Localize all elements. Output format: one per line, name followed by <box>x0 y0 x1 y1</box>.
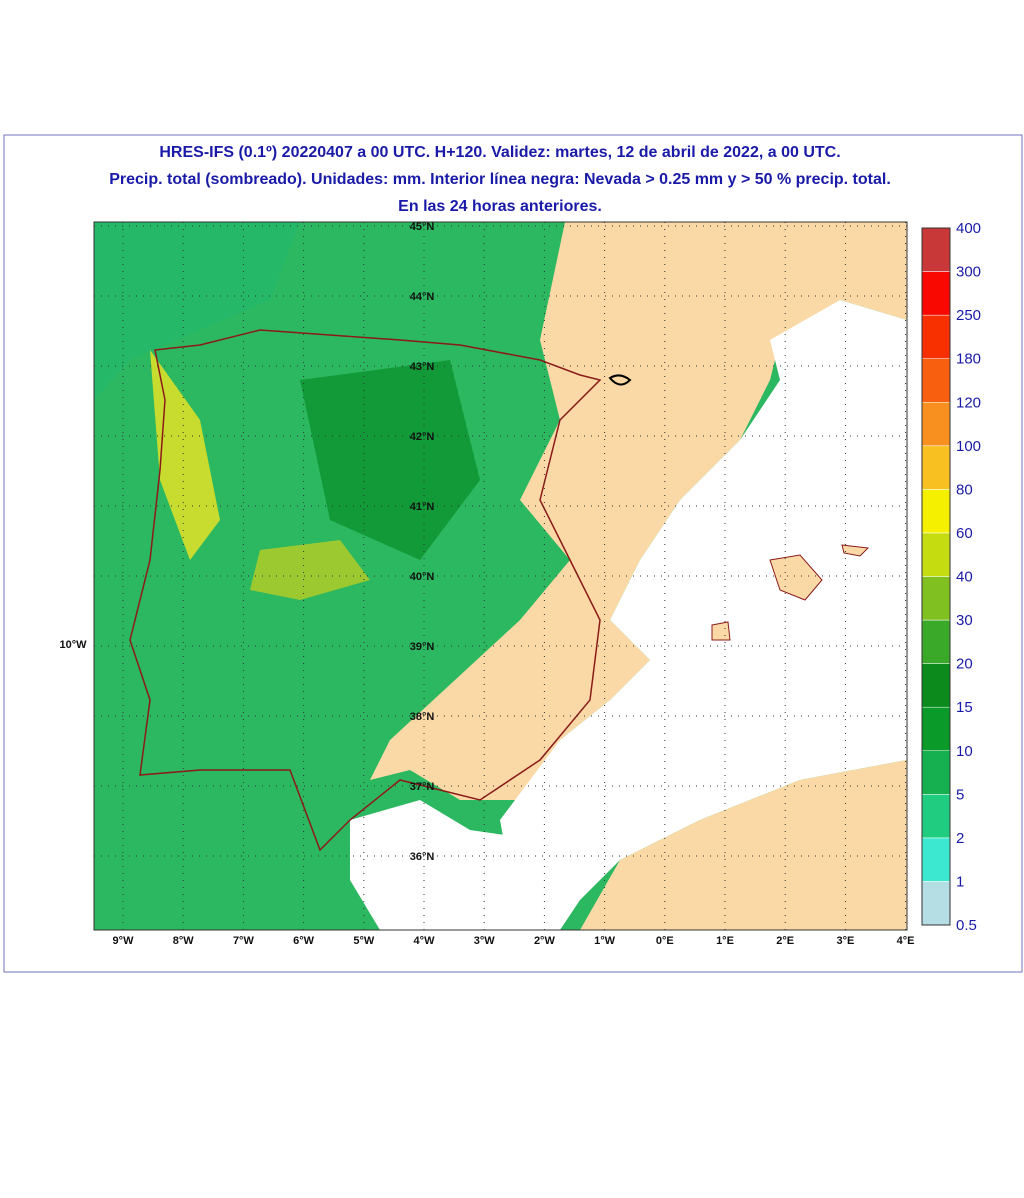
snow-contour <box>608 374 632 386</box>
lat-label: 38°N <box>410 711 435 723</box>
lon-label: 1°W <box>594 935 616 947</box>
lon-label: 3°E <box>836 935 854 947</box>
island <box>841 544 870 557</box>
side-label: 10°W <box>59 639 87 651</box>
colorbar-band <box>921 663 951 708</box>
island <box>769 554 823 601</box>
colorbar-band <box>921 576 951 621</box>
colorbar-label: 1 <box>956 873 964 890</box>
lon-label: 6°W <box>293 935 315 947</box>
colorbar-label: 5 <box>956 786 964 803</box>
colorbar-label: 120 <box>956 394 981 411</box>
colorbar: 0.5 1 2 5 10 15 20 30 40 60 80 100 120 180 250 300 400 <box>921 220 981 934</box>
lat-label: 43°N <box>410 361 435 373</box>
colorbar-band <box>921 402 951 447</box>
title-line: En las 24 horas anteriores. <box>398 198 602 215</box>
lon-label: 4°W <box>414 935 436 947</box>
island <box>711 621 731 641</box>
land-africa <box>580 760 907 930</box>
coastline <box>129 329 602 852</box>
colorbar-band <box>921 794 951 839</box>
lon-label: 8°W <box>173 935 195 947</box>
lat-label: 45°N <box>410 221 435 233</box>
colorbar-label: 10 <box>956 743 973 760</box>
colorbar-band <box>921 750 951 795</box>
lat-label: 36°N <box>410 851 435 863</box>
lat-label: 37°N <box>410 781 435 793</box>
sea <box>500 300 907 930</box>
lat-label: 39°N <box>410 641 435 653</box>
lon-label: 1°E <box>716 935 734 947</box>
precip-area <box>300 360 480 560</box>
colorbar-label: 100 <box>956 438 981 455</box>
colorbar-band <box>921 837 951 882</box>
colorbar-label: 80 <box>956 481 973 498</box>
precip-area <box>250 540 370 600</box>
colorbar-label: 15 <box>956 699 973 716</box>
colorbar-label: 250 <box>956 307 981 324</box>
colorbar-label: 30 <box>956 612 973 629</box>
colorbar-band <box>921 227 951 272</box>
map-border <box>93 221 908 931</box>
lon-label: 3°W <box>474 935 496 947</box>
precip-area <box>150 350 220 560</box>
map <box>94 222 907 930</box>
colorbar-label: 60 <box>956 525 973 542</box>
colorbar-band <box>921 619 951 664</box>
lon-label: 7°W <box>233 935 255 947</box>
colorbar-band <box>921 706 951 751</box>
title-line: Precip. total (sombreado). Unidades: mm.… <box>109 171 891 188</box>
colorbar-band <box>921 271 951 316</box>
colorbar-band <box>921 314 951 359</box>
colorbar-border <box>921 227 951 926</box>
lat-label: 40°N <box>410 571 435 583</box>
colorbar-band <box>921 445 951 490</box>
colorbar-label: 20 <box>956 656 973 673</box>
colorbar-label: 400 <box>956 220 981 237</box>
lon-label: 2°E <box>776 935 794 947</box>
lat-label: 42°N <box>410 431 435 443</box>
title-line: HRES-IFS (0.1º) 20220407 a 00 UTC. H+120… <box>159 144 840 161</box>
colorbar-label: 300 <box>956 264 981 281</box>
lat-label: 41°N <box>410 501 435 513</box>
colorbar-label: 180 <box>956 351 981 368</box>
lon-label: 0°E <box>656 935 674 947</box>
precip-area <box>94 222 300 400</box>
lat-label: 44°N <box>410 291 435 303</box>
lon-label: 4°E <box>897 935 915 947</box>
colorbar-band <box>921 881 951 926</box>
colorbar-label: 40 <box>956 569 973 586</box>
lon-label: 5°W <box>353 935 375 947</box>
lon-label: 2°W <box>534 935 556 947</box>
land-dry <box>370 222 907 800</box>
colorbar-label: 2 <box>956 830 964 847</box>
colorbar-band <box>921 532 951 577</box>
sea <box>350 800 540 930</box>
graticule: 45°N 44°N 43°N 42°N 41°N 40°N 39°N 38°N 37°N 36°N… <box>94 221 915 947</box>
lon-label: 9°W <box>113 935 135 947</box>
colorbar-band <box>921 489 951 534</box>
colorbar-label: 0.5 <box>956 917 977 934</box>
colorbar-band <box>921 358 951 403</box>
